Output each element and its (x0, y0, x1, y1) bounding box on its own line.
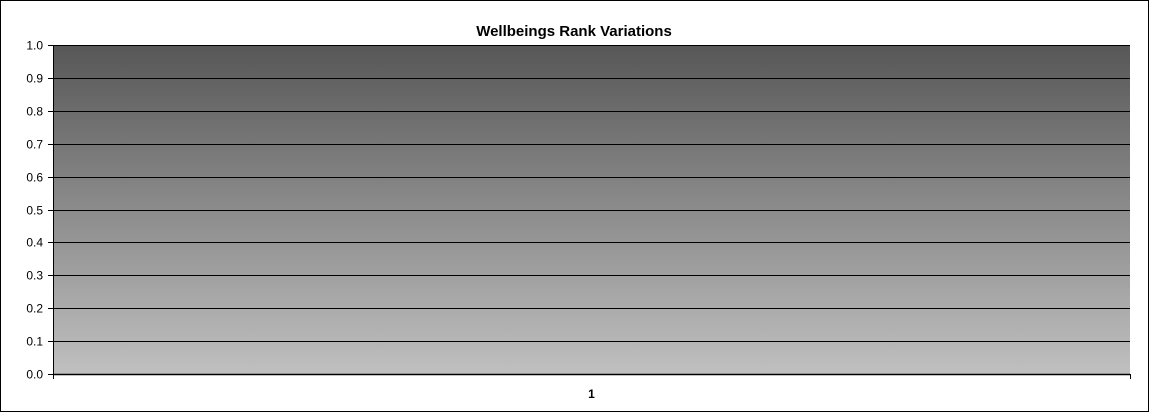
y-tick-label: 0.8 (26, 105, 43, 119)
y-tick-label: 0.4 (26, 236, 43, 250)
x-category-label: 1 (588, 387, 595, 401)
y-tick-label: 1.0 (26, 39, 43, 53)
axes (48, 45, 1131, 379)
chart-title: Wellbeings Rank Variations (476, 23, 672, 40)
x-category-labels: 1 (588, 387, 595, 401)
gridlines (53, 45, 1130, 342)
y-tick-label: 0.1 (26, 335, 43, 349)
y-tick-labels: 0.0 0.1 0.2 0.3 0.4 0.5 0.6 0.7 0.8 0.9 1.0 (26, 39, 43, 382)
y-tick-label: 0.3 (26, 269, 43, 283)
y-tick-label: 0.7 (26, 138, 43, 152)
y-tick-label: 0.6 (26, 171, 43, 185)
plot-area (53, 45, 1130, 374)
y-tick-label: 0.0 (26, 368, 43, 382)
y-tick-label: 0.9 (26, 72, 43, 86)
y-tick-label: 0.5 (26, 204, 43, 218)
y-tick-label: 0.2 (26, 302, 43, 316)
